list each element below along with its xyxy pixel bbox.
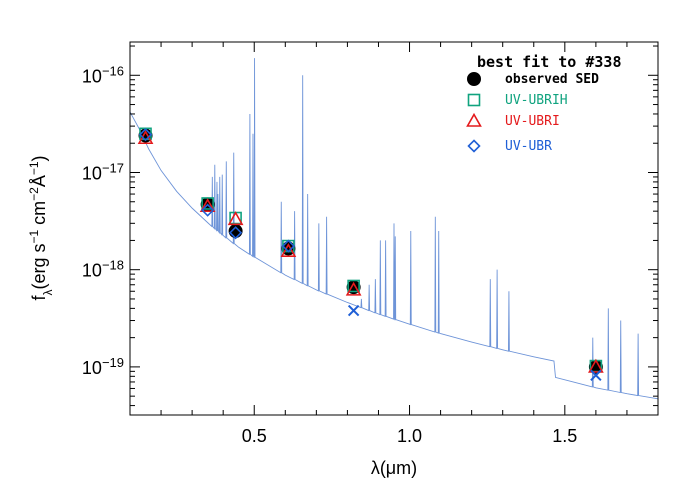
y-axis-title: fλ(erg s−1 cm−2Å−1) [27, 155, 55, 300]
data-point-uv-ubri [588, 358, 604, 373]
model-spectrum [129, 58, 659, 400]
data-markers [137, 127, 604, 381]
legend-marker-observed-sed [467, 72, 481, 86]
data-point-uv-ubri [199, 198, 216, 212]
axis-ticks: 0.5 1.0 1.5 10−19 10−18 10−17 10−16 [82, 42, 659, 446]
x-axis-title: λ(μm) [371, 458, 417, 478]
y-tick-label: 10−16 [82, 63, 124, 87]
data-point-uv-ubr-alt [590, 369, 602, 381]
data-point-uv-ubri [345, 281, 362, 296]
data-point-uv-ubri [280, 243, 297, 257]
data-point-uv-ubrih [347, 279, 360, 293]
plot-frame [129, 41, 659, 416]
data-point-uv-ubr [201, 203, 215, 217]
legend-label-observed-sed: observed SED [505, 72, 599, 87]
y-tick-label: 10−19 [82, 354, 124, 378]
y-tick-label: 10−18 [82, 257, 124, 281]
x-tick-label: 1.0 [397, 426, 422, 446]
data-point-uv-ubr [281, 239, 296, 253]
legend-marker-uv-ubri [466, 112, 482, 127]
legend-label-uv-ubri: UV-UBRI [505, 114, 560, 129]
x-tick-label: 0.5 [242, 426, 267, 446]
data-point-uv-ubrih [201, 197, 214, 210]
x-tick-label: 1.5 [552, 426, 577, 446]
data-point-uv-ubr-alt [347, 304, 360, 317]
data-point-uv-ubri [227, 211, 244, 226]
legend-label-uv-ubrih: UV-UBRIH [505, 93, 568, 108]
spectrum-line [129, 58, 659, 400]
legend-marker-uv-ubr [467, 139, 481, 153]
legend-title: best fit to #338 [477, 53, 622, 71]
y-tick-label: 10−17 [82, 160, 124, 184]
legend-label-uv-ubr: UV-UBR [505, 139, 552, 154]
legend-marker-uv-ubrih [467, 93, 481, 107]
data-point-uv-ubr [138, 128, 153, 142]
legend: best fit to #338 observed SED UV-UBRIH UV-… [466, 53, 622, 154]
data-point-uv-ubr [228, 226, 243, 240]
